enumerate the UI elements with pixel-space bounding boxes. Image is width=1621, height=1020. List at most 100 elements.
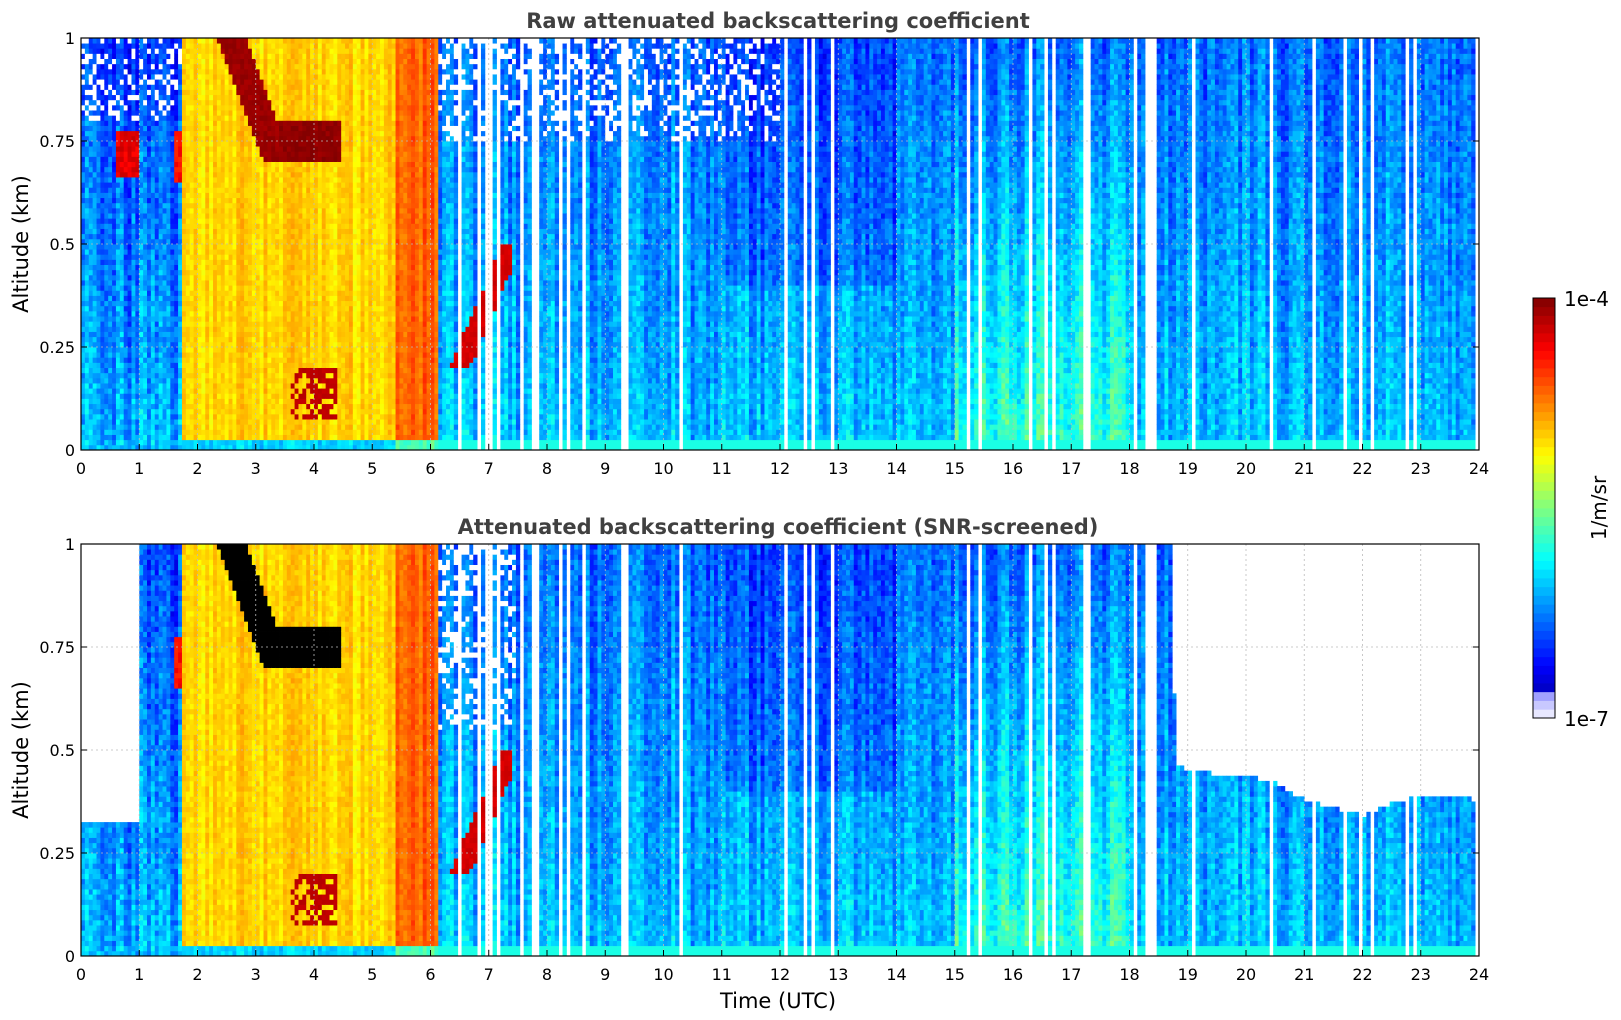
heatmap-cell (128, 115, 132, 121)
heatmap-cell (170, 69, 174, 75)
heatmap-cell (283, 203, 287, 209)
heatmap-cell (256, 141, 260, 147)
heatmap-cell (264, 285, 268, 291)
heatmap-cell (201, 368, 205, 374)
heatmap-cell (174, 162, 178, 168)
heatmap-cell (151, 275, 155, 281)
heatmap-cell (151, 100, 155, 106)
heatmap-cell (112, 388, 116, 394)
heatmap-cell (229, 388, 233, 394)
heatmap-cell (275, 440, 279, 446)
heatmap-cell (131, 239, 135, 245)
heatmap-cell (318, 79, 322, 85)
heatmap-cell (314, 120, 318, 126)
heatmap-cell (155, 424, 159, 430)
heatmap-cell (85, 347, 89, 353)
heatmap-cell (209, 332, 213, 338)
heatmap-cell (186, 265, 190, 271)
heatmap-cell (295, 229, 299, 235)
heatmap-cell (322, 280, 326, 286)
heatmap-cell (225, 69, 229, 75)
heatmap-cell (116, 48, 120, 54)
heatmap-cell (244, 311, 248, 317)
heatmap-cell (271, 177, 275, 183)
heatmap-cell (143, 48, 147, 54)
heatmap-cell (93, 429, 97, 435)
heatmap-cell (264, 275, 268, 281)
heatmap-cell (225, 378, 229, 384)
heatmap-cell (248, 213, 252, 219)
heatmap-cell (128, 105, 132, 111)
heatmap-cell (155, 296, 159, 302)
heatmap-cell (112, 409, 116, 415)
heatmap-cell (283, 311, 287, 317)
heatmap-cell (225, 90, 229, 96)
heatmap-cell (209, 290, 213, 296)
heatmap-cell (155, 126, 159, 132)
heatmap-cell (170, 105, 174, 111)
heatmap-cell (100, 136, 104, 142)
heatmap-cell (170, 115, 174, 121)
heatmap-cell (97, 440, 101, 446)
heatmap-cell (291, 378, 295, 384)
heatmap-cell (97, 399, 101, 405)
heatmap-cell (314, 414, 318, 420)
heatmap-cell (205, 69, 209, 75)
heatmap-cell (240, 388, 244, 394)
heatmap-cell (279, 53, 283, 59)
heatmap-cell (120, 115, 124, 121)
heatmap-cell (108, 321, 112, 327)
heatmap-cell (131, 259, 135, 265)
heatmap-cell (244, 131, 248, 137)
heatmap-cell (240, 270, 244, 276)
heatmap-cell (291, 120, 295, 126)
heatmap-cell (108, 69, 112, 75)
heatmap-cell (178, 429, 182, 435)
heatmap-cell (201, 105, 205, 111)
heatmap-cell (174, 362, 178, 368)
heatmap-cell (318, 136, 322, 142)
heatmap-cell (116, 172, 120, 178)
heatmap-cell (318, 285, 322, 291)
heatmap-cell (279, 69, 283, 75)
heatmap-cell (116, 120, 120, 126)
heatmap-cell (174, 74, 178, 80)
heatmap-cell (221, 440, 225, 446)
heatmap-cell (147, 347, 151, 353)
heatmap-cell (124, 290, 128, 296)
heatmap-cell (217, 275, 221, 281)
heatmap-cell (314, 198, 318, 204)
heatmap-cell (298, 105, 302, 111)
heatmap-cell (174, 259, 178, 265)
heatmap-cell (186, 141, 190, 147)
heatmap-cell (271, 285, 275, 291)
heatmap-cell (213, 393, 217, 399)
heatmap-cell (260, 203, 264, 209)
heatmap-cell (236, 440, 240, 446)
heatmap-cell (264, 244, 268, 250)
heatmap-cell (302, 399, 306, 405)
heatmap-cell (93, 193, 97, 199)
heatmap-cell (124, 79, 128, 85)
heatmap-cell (104, 48, 108, 54)
heatmap-cell (166, 177, 170, 183)
heatmap-cell (287, 296, 291, 302)
heatmap-cell (81, 53, 85, 59)
heatmap-cell (182, 404, 186, 410)
heatmap-cell (100, 208, 104, 214)
heatmap-cell (190, 172, 194, 178)
heatmap-cell (279, 172, 283, 178)
heatmap-cell (112, 290, 116, 296)
heatmap-cell (97, 270, 101, 276)
heatmap-cell (139, 100, 143, 106)
heatmap-cell (120, 280, 124, 286)
heatmap-cell (170, 393, 174, 399)
heatmap-cell (186, 296, 190, 302)
heatmap-cell (159, 100, 163, 106)
heatmap-cell (93, 301, 97, 307)
heatmap-cell (256, 48, 260, 54)
heatmap-cell (260, 90, 264, 96)
heatmap-cell (174, 419, 178, 425)
heatmap-cell (244, 306, 248, 312)
heatmap-cell (182, 337, 186, 343)
